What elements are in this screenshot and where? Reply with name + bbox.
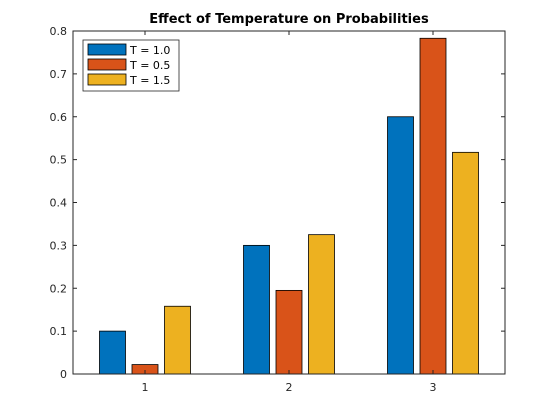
- x-tick-label: 3: [430, 381, 437, 394]
- x-axis: 1 2 3: [142, 31, 437, 394]
- y-tick-label: 0.3: [50, 239, 68, 252]
- y-tick-label: 0.7: [50, 68, 68, 81]
- bar-1-1: [99, 330, 126, 375]
- bar-3-2: [308, 234, 335, 375]
- legend: T = 1.0 T = 0.5 T = 1.5: [82, 39, 180, 92]
- y-tick-label: 0.5: [50, 154, 68, 167]
- y-tick-label: 0.8: [50, 25, 68, 38]
- y-axis: 0 0.1 0.2 0.3 0.4 0.5 0.6 0.7 0.8: [50, 25, 505, 381]
- legend-label-2: T = 0.5: [129, 59, 170, 72]
- y-tick-label: 0.4: [50, 197, 68, 210]
- legend-label-3: T = 1.5: [129, 74, 170, 87]
- x-tick-label: 1: [142, 381, 149, 394]
- chart-title: Effect of Temperature on Probabilities: [149, 12, 429, 27]
- bars-group: [99, 37, 479, 375]
- y-tick-label: 0.1: [50, 325, 68, 338]
- bar-1-3: [387, 116, 414, 375]
- bar-3-1: [164, 305, 191, 375]
- bar-1-2: [243, 244, 270, 375]
- legend-swatch-2: [87, 58, 127, 71]
- x-tick-label: 2: [286, 381, 293, 394]
- bar-2-3: [419, 37, 447, 375]
- y-tick-label: 0.2: [50, 282, 68, 295]
- bar-3-3: [452, 151, 479, 375]
- bar-2-2: [275, 289, 303, 375]
- legend-swatch-1: [87, 43, 127, 56]
- y-tick-label: 0.6: [50, 111, 68, 124]
- legend-label-1: T = 1.0: [129, 44, 170, 57]
- legend-swatch-3: [87, 73, 127, 86]
- y-tick-label: 0: [60, 368, 67, 381]
